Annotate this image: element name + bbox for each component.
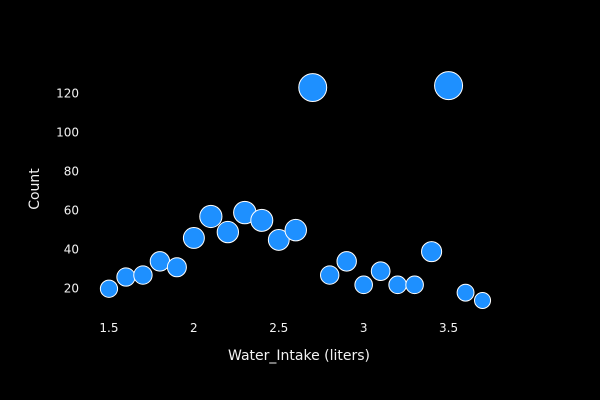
x-tick-label: 3 [360, 321, 368, 335]
data-point [250, 208, 274, 232]
y-tick-label: 60 [64, 204, 79, 218]
x-axis-title: Water_Intake (liters) [228, 348, 370, 364]
y-tick-label: 20 [64, 282, 79, 296]
data-point [116, 267, 136, 287]
data-point [149, 251, 171, 272]
data-point [354, 275, 373, 295]
data-point [421, 241, 443, 263]
data-point [284, 218, 307, 242]
data-point [405, 275, 424, 295]
data-point [182, 226, 205, 249]
data-point [336, 251, 357, 272]
y-tick-label: 40 [64, 243, 79, 257]
data-point [298, 73, 328, 102]
data-point [267, 228, 290, 251]
data-point [216, 220, 239, 244]
data-point [474, 291, 492, 309]
y-tick-label: 100 [56, 125, 79, 139]
data-point [199, 204, 223, 229]
x-tick-label: 1.5 [99, 321, 118, 335]
data-point [320, 265, 340, 285]
y-tick-label: 120 [56, 86, 79, 100]
data-point [133, 265, 153, 285]
y-axis-title: Count [27, 168, 43, 210]
data-point [388, 275, 407, 295]
data-point [99, 279, 119, 298]
x-axis-ticks: 1.5 2 2.5 3 3.5 [99, 321, 458, 335]
x-tick-label: 2.5 [269, 321, 288, 335]
y-tick-label: 80 [64, 165, 79, 179]
data-point [434, 71, 464, 101]
data-point [370, 261, 391, 282]
points-layer [99, 71, 492, 309]
data-point [166, 257, 187, 278]
x-tick-label: 3.5 [439, 321, 458, 335]
x-tick-label: 2 [190, 321, 198, 335]
data-point [456, 283, 475, 302]
y-axis-ticks: 20 40 60 80 100 120 [56, 86, 79, 295]
